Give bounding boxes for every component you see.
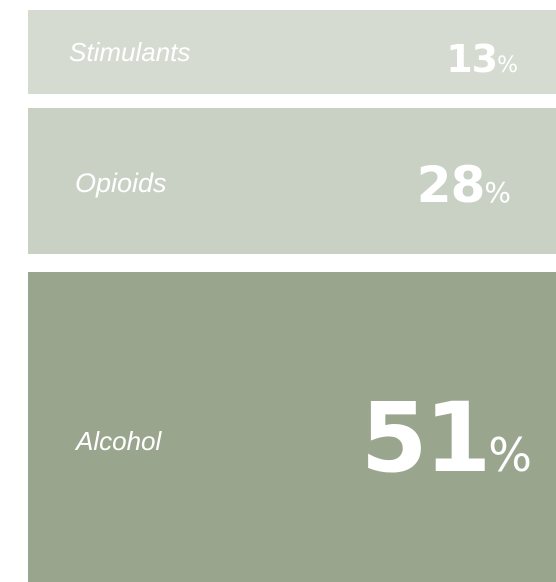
percent-sign: %: [484, 176, 511, 209]
value-number: 28: [416, 156, 486, 214]
category-label-stimulants: Stimulants: [69, 37, 191, 67]
percent-sign: %: [497, 53, 518, 78]
value-label-stimulants: 13%: [446, 40, 518, 78]
value-label-opioids: 28%: [417, 160, 511, 210]
category-label-alcohol: Alcohol: [76, 426, 162, 456]
category-label-opioids: Opioids: [75, 168, 167, 198]
value-number: 51: [360, 382, 492, 494]
percent-sign: %: [488, 428, 532, 482]
value-number: 13: [446, 37, 498, 81]
band-opioids: Opioids 28%: [28, 108, 556, 254]
band-stimulants: Stimulants 13%: [28, 10, 556, 94]
band-alcohol: Alcohol 51%: [28, 272, 556, 582]
value-label-alcohol: 51%: [361, 390, 532, 486]
